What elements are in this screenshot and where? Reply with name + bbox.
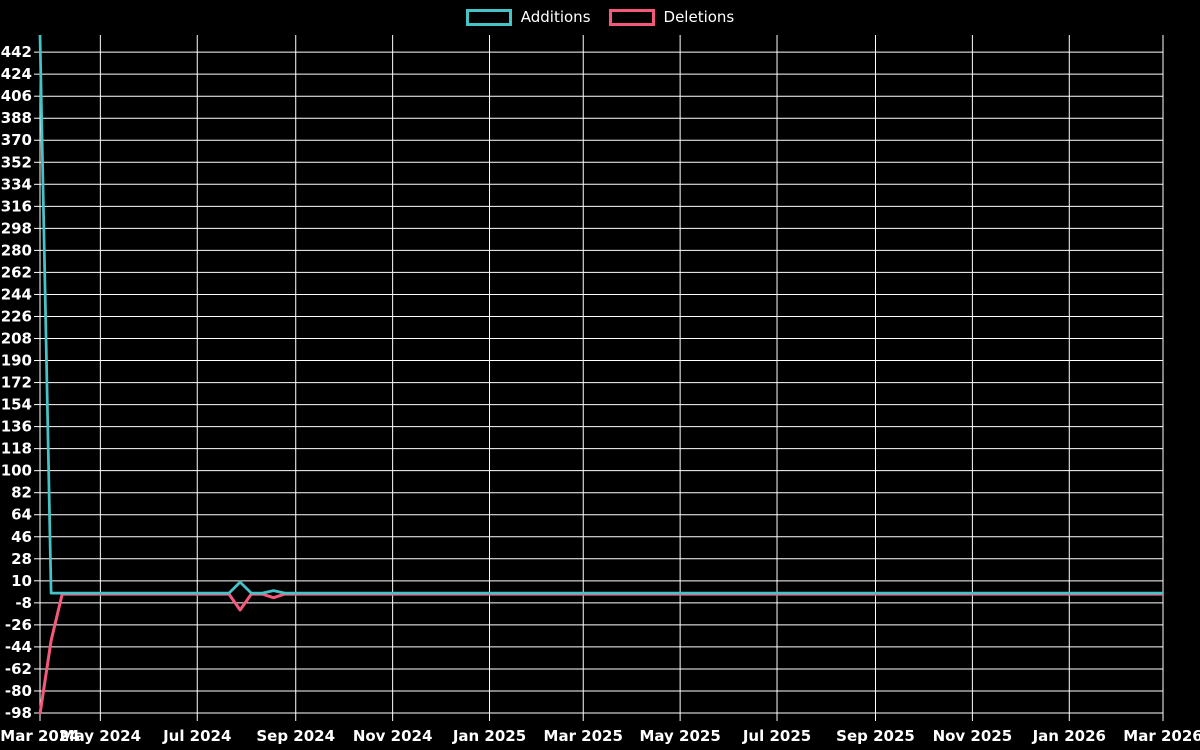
- y-axis-label: 244: [1, 285, 32, 303]
- y-axis-label: 334: [1, 175, 32, 193]
- additions-swatch-icon: [465, 8, 512, 26]
- chart-legend: Additions Deletions: [0, 8, 1200, 26]
- y-axis-label: -98: [5, 704, 32, 722]
- legend-label-deletions: Deletions: [663, 8, 735, 26]
- x-axis-label: Nov 2025: [933, 727, 1013, 745]
- deletions-swatch-icon: [608, 8, 655, 26]
- y-axis-label: 100: [1, 462, 32, 480]
- series-line-additions: [38, 34, 1163, 595]
- y-axis-label: 136: [1, 418, 32, 436]
- x-axis-label: Jul 2025: [742, 727, 811, 745]
- y-axis-label: 82: [11, 484, 32, 502]
- y-axis-label: 46: [11, 528, 32, 546]
- legend-item-additions[interactable]: Additions: [465, 8, 591, 26]
- x-axis-label: Mar 2025: [544, 727, 623, 745]
- y-axis-label: 406: [1, 87, 32, 105]
- y-axis-label: 316: [1, 197, 32, 215]
- y-axis-label: 28: [11, 550, 32, 568]
- y-axis-label: -80: [5, 682, 32, 700]
- x-axis-label: Nov 2024: [353, 727, 433, 745]
- x-axis-label: Mar 2024: [0, 727, 79, 745]
- y-axis-label: 10: [11, 572, 32, 590]
- y-axis-label: 298: [1, 219, 32, 237]
- y-axis-label: 190: [1, 352, 32, 370]
- y-axis-label: 118: [1, 440, 32, 458]
- x-axis-label: Jan 2026: [1032, 727, 1106, 745]
- x-axis-label: Sep 2024: [256, 727, 335, 745]
- x-axis-label: May 2025: [639, 727, 720, 745]
- y-axis-label: -8: [15, 594, 32, 612]
- y-axis-label: 226: [1, 307, 32, 325]
- y-axis-label: 208: [1, 330, 32, 348]
- y-axis-label: 442: [1, 43, 32, 61]
- legend-item-deletions[interactable]: Deletions: [608, 8, 735, 26]
- y-axis-label: -26: [5, 616, 32, 634]
- x-axis-label: Jan 2025: [452, 727, 526, 745]
- y-axis-label: 424: [1, 65, 32, 83]
- y-axis-label: 370: [1, 131, 32, 149]
- x-axis-label: Sep 2025: [836, 727, 915, 745]
- y-axis-label: 154: [1, 396, 32, 414]
- y-axis-label: 64: [11, 506, 32, 524]
- y-axis-label: -44: [5, 638, 32, 656]
- x-axis-label: Jul 2024: [162, 727, 231, 745]
- y-axis-label: 262: [1, 263, 32, 281]
- y-axis-label: 388: [1, 109, 32, 127]
- series-line-deletions: [38, 592, 1163, 715]
- y-axis-label: 280: [1, 241, 32, 259]
- y-axis-label: 172: [1, 374, 32, 392]
- y-axis-label: -62: [5, 660, 32, 678]
- x-axis-label: May 2024: [60, 727, 141, 745]
- legend-label-additions: Additions: [520, 8, 591, 26]
- x-axis-label: Mar 2026: [1123, 727, 1200, 745]
- y-axis-label: 352: [1, 153, 32, 171]
